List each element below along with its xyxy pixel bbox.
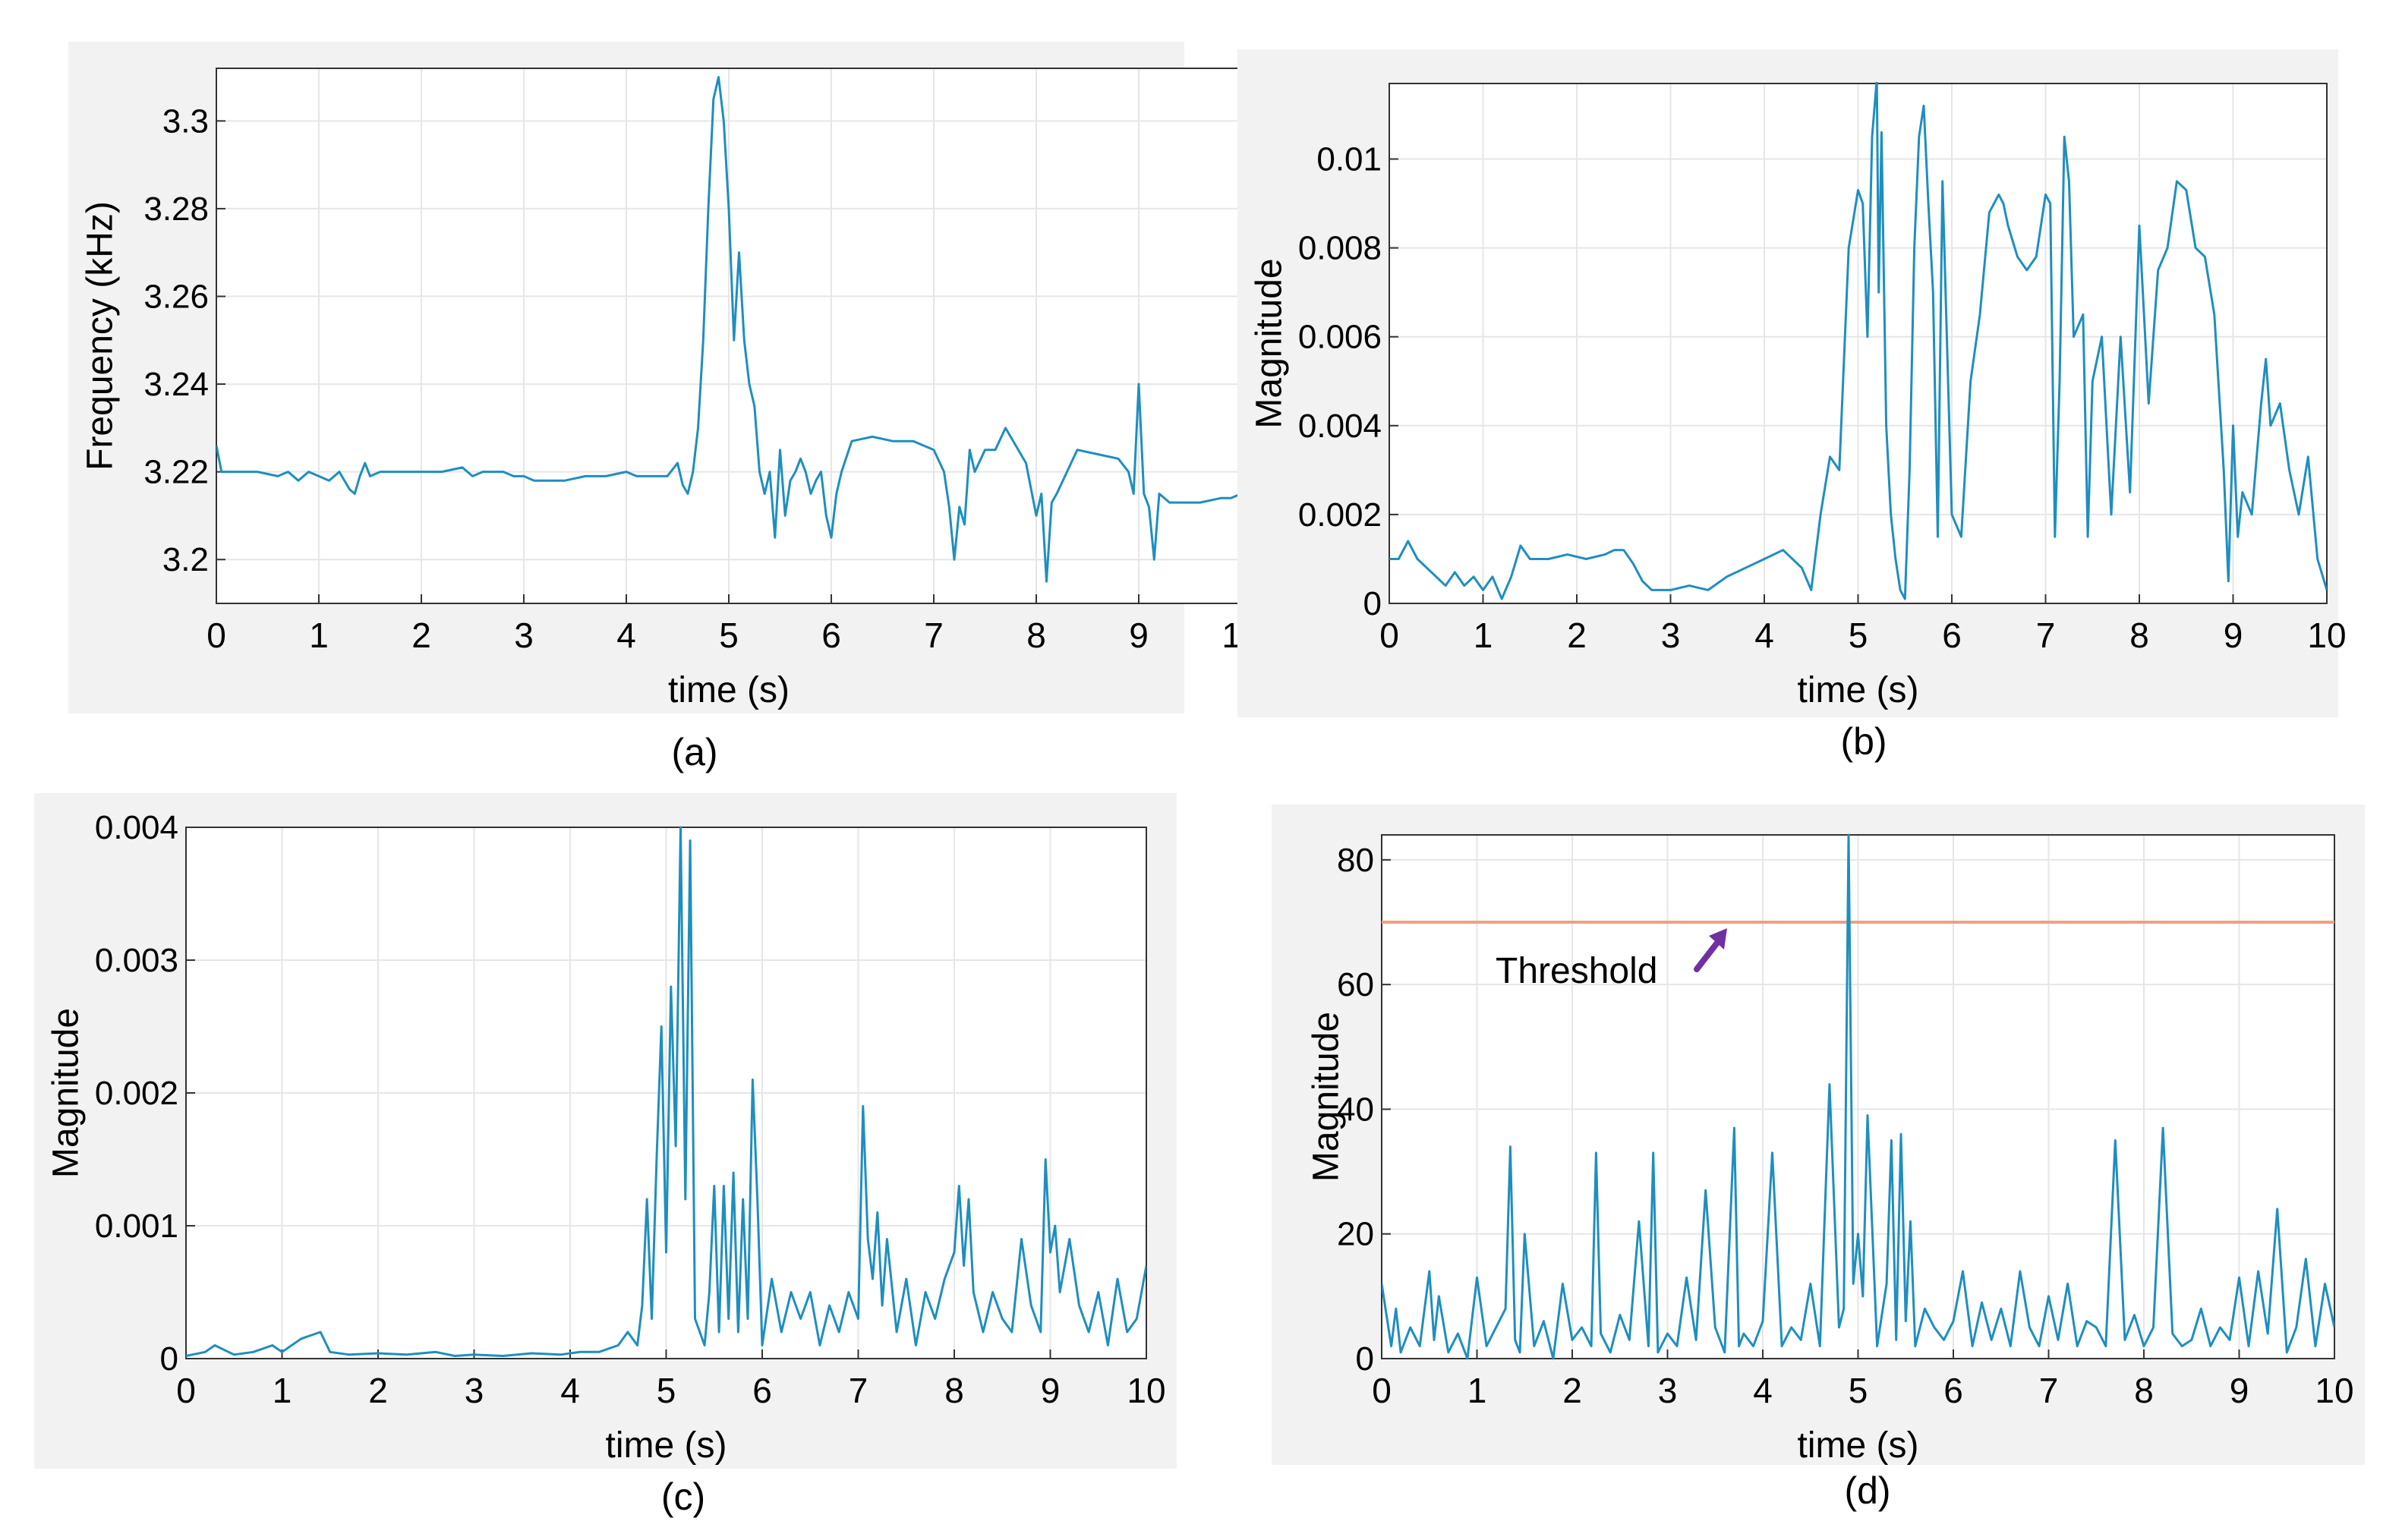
caption-c: (c) (660, 1475, 706, 1518)
y-tick-label: 80 (1337, 842, 1374, 879)
x-tick-label: 2 (1562, 1371, 1582, 1410)
x-tick-label: 0 (176, 1371, 196, 1410)
x-tick-label: 2 (368, 1371, 388, 1410)
chart-b: 0 1 2 3 4 5 6 7 8 9 10 0 0.002 0.004 0.006 0.008 0.01 tim… (1250, 82, 2347, 710)
y-tick-label: 0 (1356, 1340, 1374, 1378)
y-tick-label: 40 (1337, 1091, 1374, 1128)
x-tick-label: 5 (1849, 1371, 1868, 1410)
y-tick-label: 0.01 (1316, 141, 1382, 178)
series-line-magnitude (1389, 82, 2327, 600)
x-tick-label: 4 (1754, 616, 1774, 655)
x-tick-label: 2 (411, 616, 431, 655)
x-tick-label: 1 (309, 616, 329, 655)
y-axis-label: Magnitude (46, 1008, 87, 1178)
caption-d: (d) (1844, 1469, 1891, 1512)
x-axis-label: time (s) (1798, 1425, 1919, 1466)
x-tick-label: 8 (944, 1371, 964, 1410)
y-tick-label: 0.002 (1298, 496, 1382, 534)
threshold-arrowhead (1709, 928, 1727, 950)
chart-d: 0 1 2 3 4 5 6 7 8 9 10 0 20 40 60 80 time (s) Magnitude Th… (1307, 833, 2354, 1466)
x-tick-label: 0 (1379, 616, 1399, 655)
chart-c: 0 1 2 3 4 5 6 7 8 9 10 0 0.001 0.002 0.003 0.004 time (s… (46, 809, 1166, 1466)
x-tick-label: 6 (1942, 616, 1962, 655)
x-axis-label: time (s) (606, 1425, 727, 1466)
y-tick-label: 60 (1337, 966, 1374, 1003)
y-tick-label: 0.003 (95, 942, 178, 979)
x-tick-label: 1 (1474, 616, 1493, 655)
x-tick-label: 4 (560, 1371, 580, 1410)
x-tick-label: 5 (657, 1371, 676, 1410)
series-line-frequency (216, 76, 1241, 583)
panel-b: 0 1 2 3 4 5 6 7 8 9 10 0 0.002 0.004 0.006 0.008 0.01 tim… (1237, 49, 2347, 717)
x-tick-label: 5 (719, 616, 739, 655)
x-tick-label: 6 (821, 616, 841, 655)
x-tick-label: 3 (1658, 1371, 1678, 1410)
x-tick-label: 9 (2230, 1371, 2249, 1410)
y-axis-label: Frequency (kHz) (80, 201, 121, 471)
x-tick-label: 2 (1567, 616, 1587, 655)
x-tick-label: 6 (1943, 1371, 1963, 1410)
x-tick-label: 6 (752, 1371, 772, 1410)
y-tick-label: 3.22 (143, 454, 209, 491)
x-tick-label: 7 (849, 1371, 868, 1410)
x-axis-label: time (s) (668, 670, 790, 710)
caption-b: (b) (1840, 720, 1887, 763)
x-tick-label: 1 (1467, 1371, 1487, 1410)
x-axis-label: time (s) (1798, 670, 1919, 710)
y-axis-label: Magnitude (1307, 1012, 1347, 1182)
y-tick-label: 0.008 (1298, 230, 1382, 267)
y-tick-label: 0.004 (1298, 408, 1382, 445)
y-axis-label: Magnitude (1250, 258, 1290, 428)
x-tick-label: 8 (2129, 616, 2149, 655)
y-tick-label: 3.3 (162, 102, 209, 140)
x-tick-label: 9 (1041, 1371, 1061, 1410)
y-tick-label: 0 (1363, 585, 1382, 622)
x-tick-label: 0 (206, 616, 226, 655)
x-tick-label: 4 (1753, 1371, 1773, 1410)
y-tick-label: 0 (160, 1340, 178, 1378)
y-tick-label: 3.28 (143, 191, 209, 228)
x-tick-label: 5 (1849, 616, 1868, 655)
y-tick-label: 0.006 (1298, 319, 1382, 356)
x-tick-label: 8 (2134, 1371, 2154, 1410)
series-line-magnitude (1382, 833, 2334, 1360)
x-tick-label: 7 (924, 616, 944, 655)
panel-c: 0 1 2 3 4 5 6 7 8 9 10 0 0.001 0.002 0.003 0.004 time (s… (34, 793, 1177, 1469)
y-tick-label: 0.002 (95, 1075, 178, 1112)
x-tick-label: 1 (273, 1371, 292, 1410)
y-tick-label: 3.26 (143, 278, 209, 315)
x-tick-label: 3 (1661, 616, 1681, 655)
caption-a: (a) (671, 731, 718, 773)
y-tick-label: 20 (1337, 1216, 1374, 1253)
x-tick-label: 4 (616, 616, 636, 655)
x-tick-label: 3 (465, 1371, 484, 1410)
y-tick-label: 0.001 (95, 1208, 178, 1245)
y-tick-label: 0.004 (95, 809, 178, 846)
y-tick-label: 3.24 (143, 366, 209, 403)
x-tick-label: 10 (2307, 616, 2346, 655)
series-line-magnitude (186, 826, 1146, 1357)
x-tick-label: 7 (2036, 616, 2056, 655)
y-tick-label: 3.2 (162, 541, 209, 578)
x-tick-label: 10 (2315, 1371, 2353, 1410)
x-tick-label: 7 (2039, 1371, 2059, 1410)
panel-d: 0 1 2 3 4 5 6 7 8 9 10 0 20 40 60 80 time (s) Magnitude Th… (1272, 805, 2365, 1466)
x-tick-label: 9 (2224, 616, 2243, 655)
threshold-label: Threshold (1496, 951, 1657, 991)
x-tick-label: 8 (1026, 616, 1046, 655)
x-tick-label: 9 (1129, 616, 1149, 655)
x-tick-label: 3 (514, 616, 534, 655)
x-tick-label: 10 (1127, 1371, 1165, 1410)
x-tick-label: 0 (1372, 1371, 1392, 1410)
